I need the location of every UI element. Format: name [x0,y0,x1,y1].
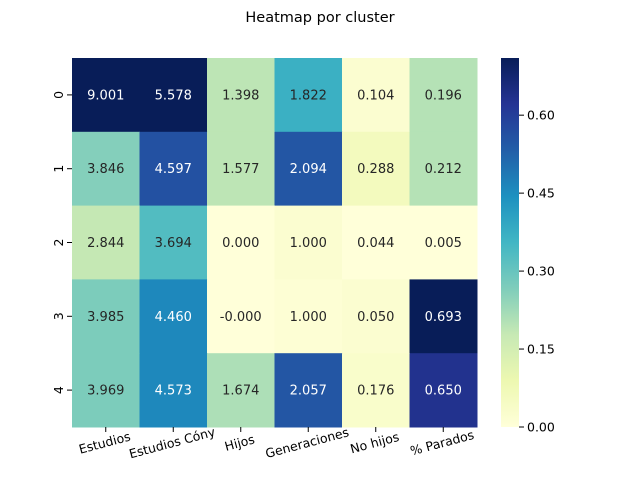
cell-annotation: 1.000 [290,310,327,325]
heatmap-cell [139,205,208,280]
x-tick-label: Generaciones [264,424,351,461]
heatmap-cell [139,58,208,133]
cell-annotation: 2.057 [290,384,327,399]
heatmap-cell [342,353,410,428]
cell-annotation: 0.693 [425,310,462,325]
cell-annotation: 1.822 [290,88,327,103]
heatmap-cell [409,279,478,354]
heatmap-cell [207,58,275,133]
heatmap-cell [409,58,478,133]
heatmap-cell [274,58,343,133]
cell-annotation: 0.288 [357,162,394,177]
heatmap-cell [72,279,140,354]
cell-annotation: 2.844 [87,236,124,251]
heatmap-cell [207,279,275,354]
heatmap-cell [139,279,208,354]
cell-annotation: 0.044 [357,236,394,251]
cell-annotation: 0.650 [425,384,462,399]
y-axis: 0 1 2 3 4 [51,91,72,394]
heatmap-cell [207,353,275,428]
cell-annotation: 9.001 [87,88,124,103]
colorbar-tick-label: 0.60 [527,108,555,123]
chart-title: Heatmap por cluster [245,10,394,26]
heatmap-cell [409,131,478,207]
cell-annotation: -0.000 [220,310,262,325]
colorbar: 0.00 0.15 0.30 0.45 0.60 [501,58,555,435]
cell-annotation: 2.094 [290,162,327,177]
heatmap-cell [72,131,140,207]
cell-annotation: 0.212 [425,162,462,177]
heatmap-cell [409,205,478,280]
cell-annotation: 1.398 [222,88,259,103]
cell-annotation: 0.176 [357,384,394,399]
cell-annotation: 3.846 [87,162,124,177]
cell-annotation: 1.674 [222,384,259,399]
heatmap-cell [207,131,275,207]
heatmap-cell [342,205,410,280]
cell-annotation: 1.577 [222,162,259,177]
heatmap-cells: 9.001 5.578 1.398 1.822 0.104 0.196 3.846 4.597… [72,58,478,428]
y-tick-label: 3 [51,312,66,320]
y-tick-label: 1 [51,165,66,173]
cell-annotation: 0.104 [357,88,394,103]
heatmap-cell [274,131,343,207]
cell-annotation: 3.694 [155,236,192,251]
x-tick-label: Estudios [77,429,132,457]
x-tick-label: No hijos [348,429,400,456]
colorbar-tick-label: 0.15 [527,342,555,357]
heatmap-cell [274,353,343,428]
y-tick-label: 0 [51,91,66,99]
heatmap-cell [72,58,140,133]
cell-annotation: 3.969 [87,384,124,399]
heatmap-cell [342,279,410,354]
x-tick-label: Hijos [223,431,256,453]
y-tick-label: 2 [51,239,66,247]
heatmap-cell [274,279,343,354]
heatmap-cell [72,205,140,280]
heatmap-cell [409,353,478,428]
cell-annotation: 1.000 [290,236,327,251]
heatmap-cell [139,131,208,207]
cell-annotation: 3.985 [87,310,124,325]
cell-annotation: 0.005 [425,236,462,251]
heatmap-cell [139,353,208,428]
colorbar-gradient [501,58,519,427]
x-tick-label: Estudios Cóny [127,424,217,462]
heatmap-cell [274,205,343,280]
cell-annotation: 4.460 [155,310,192,325]
colorbar-tick-label: 0.45 [527,186,555,201]
cell-annotation: 5.578 [155,88,192,103]
heatmap-cell [342,131,410,207]
cell-annotation: 4.573 [155,384,192,399]
cell-annotation: 0.050 [357,310,394,325]
x-tick-label: % Parados [409,427,476,458]
heatmap-cell [207,205,275,280]
cell-annotation: 0.196 [425,88,462,103]
colorbar-tick-label: 0.30 [527,264,555,279]
colorbar-tick-label: 0.00 [527,420,555,435]
heatmap-cell [72,353,140,428]
y-tick-label: 4 [51,386,66,394]
cell-annotation: 0.000 [222,236,259,251]
cell-annotation: 4.597 [155,162,192,177]
heatmap-cell [342,58,410,133]
